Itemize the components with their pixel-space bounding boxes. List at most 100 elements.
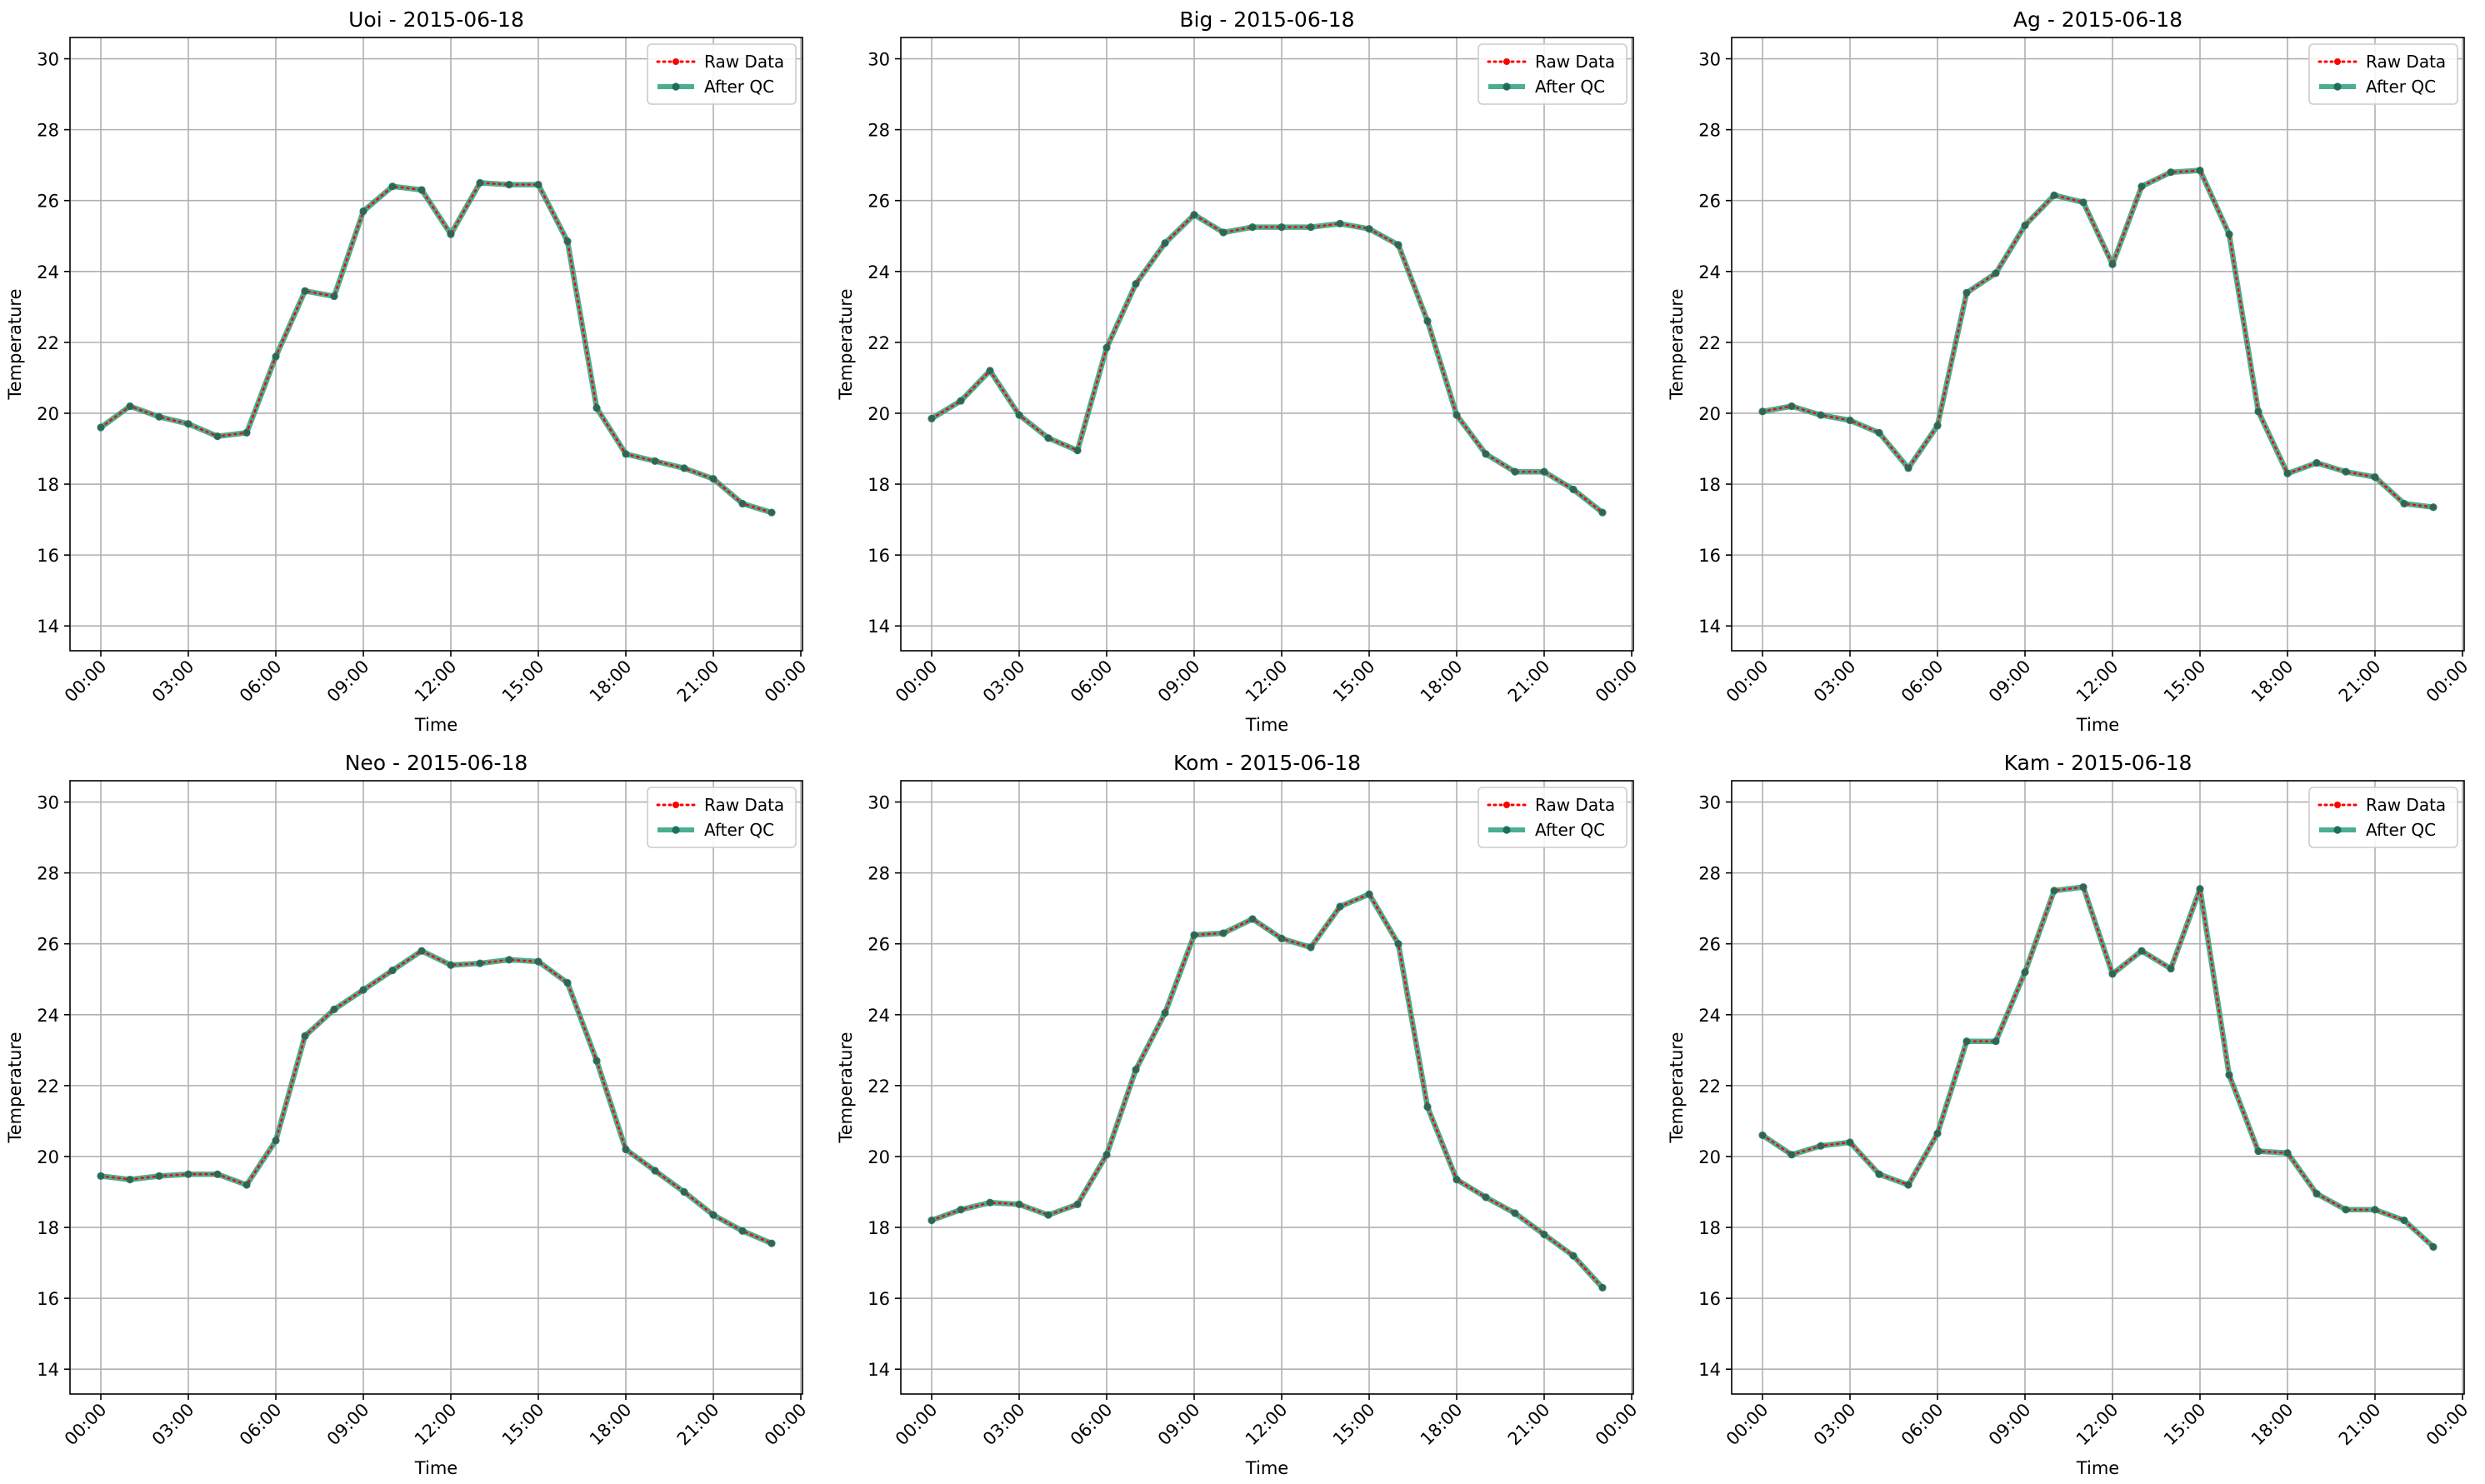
chart-5-ytick-label-3: 20 [1698,1147,1721,1167]
chart-1-qc-point-20 [1511,467,1519,476]
chart-0-ytick-label-8: 30 [37,50,59,70]
chart-2-axes-frame [1731,37,2465,652]
chart-2-qc-point-17 [2254,407,2262,416]
chart-2-qc-point-21 [2371,472,2379,482]
chart-1-qc-point-11 [1248,223,1257,232]
chart-5-qc-point-15 [2196,885,2204,893]
chart-3-xlabel: Time [414,1458,458,1478]
chart-4-ytick-label-3: 20 [868,1147,890,1167]
chart-4-ytick-label-8: 30 [868,793,890,813]
chart-2-qc-point-18 [2283,469,2292,477]
chart-3-ylabel: Temperature [5,1032,25,1143]
chart-3-ytick-label-5: 24 [37,1006,59,1026]
chart-2-ytick-label-6: 26 [1698,192,1721,212]
chart-5-xlabel: Time [2076,1458,2119,1478]
chart-1-ylabel: Temperature [836,288,856,400]
chart-1-qc-point-17 [1423,317,1432,325]
chart-4-qc-point-19 [1482,1193,1490,1202]
chart-1-qc-point-15 [1365,225,1373,233]
chart-5-qc-point-1 [1788,1151,1796,1159]
chart-2-qc-point-5 [1904,464,1912,472]
chart-2-legend-raw-marker [2334,58,2341,65]
chart-4-qc-point-10 [1219,929,1228,937]
chart-1-xlabel: Time [1245,715,1288,735]
chart-1-ytick-label-6: 26 [868,192,890,212]
chart-2-ytick-label-4: 22 [1698,333,1721,353]
chart-1-qc-point-14 [1336,219,1344,227]
chart-2-ylabel: Temperature [1667,288,1687,400]
chart-2-qc-point-22 [2400,499,2408,508]
chart-3-legend-qc-label: After QC [704,820,774,840]
chart-2-qc-point-10 [2050,191,2058,199]
chart-2-ytick-label-1: 16 [1698,546,1721,566]
chart-0-axes-frame [69,37,803,652]
chart-4-qc-point-16 [1394,940,1402,948]
chart-4-axes-frame [900,780,1634,1395]
chart-3-qc-point-3 [184,1170,192,1178]
chart-1-axes-frame [900,37,1634,652]
chart-3-qc-point-0 [97,1172,105,1180]
chart-3-qc-point-6 [272,1137,280,1145]
chart-3-qc-point-12 [447,961,455,969]
chart-5-qc-point-4 [1875,1170,1883,1178]
chart-2-qc-point-3 [1846,416,1854,425]
chart-3-qc-point-22 [738,1227,747,1235]
chart-2-qc-point-20 [2342,467,2350,476]
chart-3-axes-frame [69,780,803,1395]
chart-0-xlabel: Time [414,715,458,735]
chart-4-ytick-label-2: 18 [868,1218,890,1238]
chart-5-qc-point-5 [1904,1181,1912,1189]
chart-1-qc-point-22 [1569,485,1578,494]
chart-3-qc-point-16 [563,978,572,987]
chart-2-qc-point-7 [1962,288,1971,297]
chart-1-qc-point-0 [928,414,936,422]
chart-1-legend-raw-marker [1503,58,1510,65]
chart-0-legend-qc-marker [672,82,680,91]
chart-4-legend-qc-label: After QC [1535,820,1605,840]
chart-4-ytick-label-5: 24 [868,1006,890,1026]
chart-0-qc-point-6 [272,352,280,361]
chart-3-legend-qc-marker [672,826,680,834]
chart-0-qc-point-14 [505,180,513,189]
chart-0-ytick-label-7: 28 [37,121,59,141]
chart-3-ytick-label-8: 30 [37,793,59,813]
chart-1-qc-point-21 [1540,467,1548,476]
chart-4-qc-point-12 [1278,934,1286,942]
chart-2-legend: Raw Data After QC [2308,43,2458,105]
chart-1-qc-point-1 [957,397,965,405]
chart-4-qc-point-23 [1598,1283,1607,1292]
chart-4-qc-point-11 [1248,915,1257,923]
chart-2-qc-point-6 [1933,422,1942,430]
chart-5-legend-raw-label: Raw Data [2366,795,2446,815]
chart-3-qc-point-10 [388,967,397,975]
chart-5-qc-point-10 [2050,887,2058,895]
chart-1-ytick-label-5: 24 [868,262,890,282]
chart-2-series-raw-line [1761,169,2435,508]
chart-2-qc-point-11 [2079,198,2088,207]
chart-0-ylabel: Temperature [5,288,25,400]
chart-4-ytick-label-7: 28 [868,864,890,884]
chart-4-qc-point-17 [1423,1102,1432,1111]
chart-3-legend-raw-marker [672,802,679,808]
chart-1-qc-point-6 [1102,343,1111,352]
chart-0-series-raw-line [99,182,773,514]
chart-3-qc-point-15 [534,957,542,966]
chart-0-qc-point-4 [213,432,222,441]
chart-0-qc-point-17 [592,403,601,412]
chart-5-qc-point-22 [2400,1216,2408,1225]
chart-4-ytick-label-0: 14 [868,1360,890,1380]
chart-5-qc-point-13 [2138,947,2146,955]
chart-3-qc-point-1 [126,1176,134,1184]
chart-4-qc-point-13 [1307,943,1315,952]
chart-2-qc-point-16 [2225,230,2233,238]
chart-0-qc-point-22 [738,499,747,508]
chart-3-qc-point-13 [476,959,484,967]
chart-5-ylabel: Temperature [1667,1032,1687,1143]
chart-0-qc-point-20 [680,464,688,472]
chart-4-legend-raw-label: Raw Data [1535,795,1615,815]
chart-4-ylabel: Temperature [836,1032,856,1143]
chart-5-ytick-label-7: 28 [1698,864,1721,884]
chart-0-ytick-label-1: 16 [37,546,59,566]
chart-1-legend-qc-marker [1502,82,1511,91]
chart-1-qc-point-13 [1307,223,1315,232]
